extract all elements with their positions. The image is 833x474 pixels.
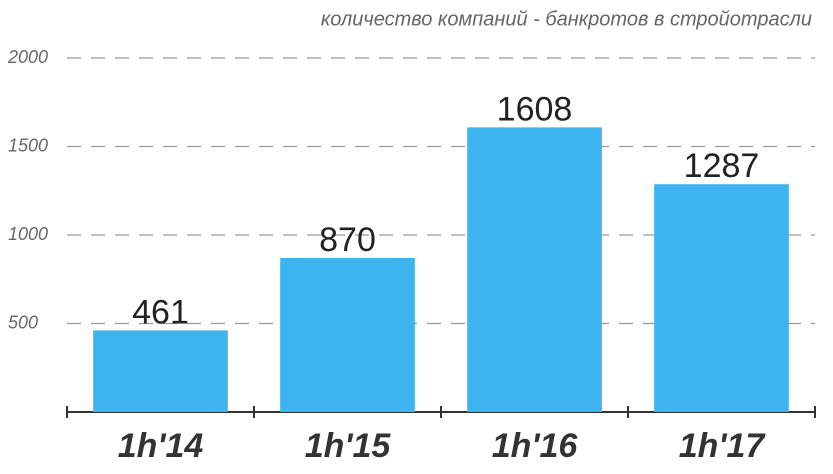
x-tick-label: 1h'17 — [679, 427, 767, 465]
x-tick-label: 1h'15 — [305, 427, 392, 465]
bar — [467, 127, 602, 412]
x-tick-label: 1h'14 — [118, 427, 204, 465]
x-tick-label: 1h'16 — [492, 427, 579, 465]
chart-title: количество компаний - банкротов в стройо… — [321, 8, 812, 30]
value-label: 1287 — [684, 147, 760, 185]
bar — [280, 258, 415, 412]
value-label: 1608 — [497, 90, 573, 128]
y-tick-label: 1000 — [8, 224, 48, 244]
y-tick-label: 1500 — [8, 135, 48, 155]
bar — [93, 330, 228, 412]
y-tick-label: 500 — [8, 312, 38, 332]
bar — [654, 184, 789, 412]
value-label: 461 — [132, 293, 189, 331]
y-tick-label: 2000 — [7, 47, 48, 67]
value-label: 870 — [319, 221, 376, 259]
